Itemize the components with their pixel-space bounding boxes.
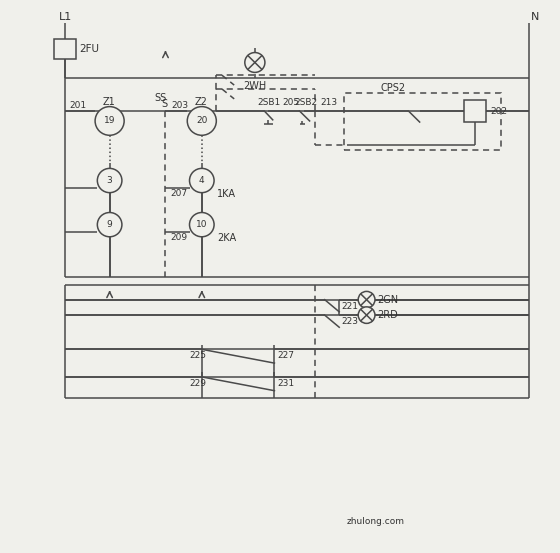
Text: 2RD: 2RD: [377, 310, 398, 320]
Circle shape: [95, 107, 124, 135]
Text: 223: 223: [342, 317, 358, 326]
Text: S: S: [161, 99, 167, 109]
Bar: [344, 93, 501, 150]
Text: 205: 205: [283, 98, 300, 107]
Text: 2GN: 2GN: [377, 295, 398, 305]
Text: zhulong.com: zhulong.com: [347, 518, 405, 526]
Circle shape: [97, 212, 122, 237]
Text: 4: 4: [199, 176, 204, 185]
Text: 1KA: 1KA: [217, 189, 236, 199]
Bar: [464, 100, 486, 122]
Text: 201: 201: [69, 101, 87, 110]
Circle shape: [245, 53, 265, 72]
Circle shape: [97, 168, 122, 192]
Text: L1: L1: [59, 12, 73, 22]
Circle shape: [189, 168, 214, 192]
Text: 2WH: 2WH: [244, 81, 267, 91]
Text: 2SB1: 2SB1: [258, 98, 281, 107]
Text: 221: 221: [342, 302, 358, 311]
Text: 9: 9: [107, 220, 113, 229]
Text: Z1: Z1: [103, 97, 116, 107]
Circle shape: [358, 307, 375, 324]
Circle shape: [187, 107, 216, 135]
Text: 2KA: 2KA: [217, 233, 236, 243]
Text: 213: 213: [321, 98, 338, 107]
Text: 2FU: 2FU: [79, 44, 99, 54]
Text: N: N: [531, 12, 540, 22]
Text: 20: 20: [196, 117, 208, 126]
Text: 209: 209: [170, 233, 187, 242]
Text: SS: SS: [155, 93, 166, 103]
Bar: [54, 39, 76, 59]
Text: Z2: Z2: [195, 97, 208, 107]
Text: 2SB2: 2SB2: [294, 98, 317, 107]
Circle shape: [358, 291, 375, 308]
Circle shape: [189, 212, 214, 237]
Text: 229: 229: [189, 379, 207, 388]
Text: CPS2: CPS2: [381, 83, 405, 93]
Text: 225: 225: [189, 352, 207, 361]
Text: 202: 202: [490, 107, 507, 116]
Text: 227: 227: [278, 352, 295, 361]
Text: 19: 19: [104, 117, 115, 126]
Text: 207: 207: [170, 189, 187, 199]
Text: 203: 203: [171, 101, 188, 110]
Text: 231: 231: [278, 379, 295, 388]
Text: 3: 3: [107, 176, 113, 185]
Text: 10: 10: [196, 220, 208, 229]
